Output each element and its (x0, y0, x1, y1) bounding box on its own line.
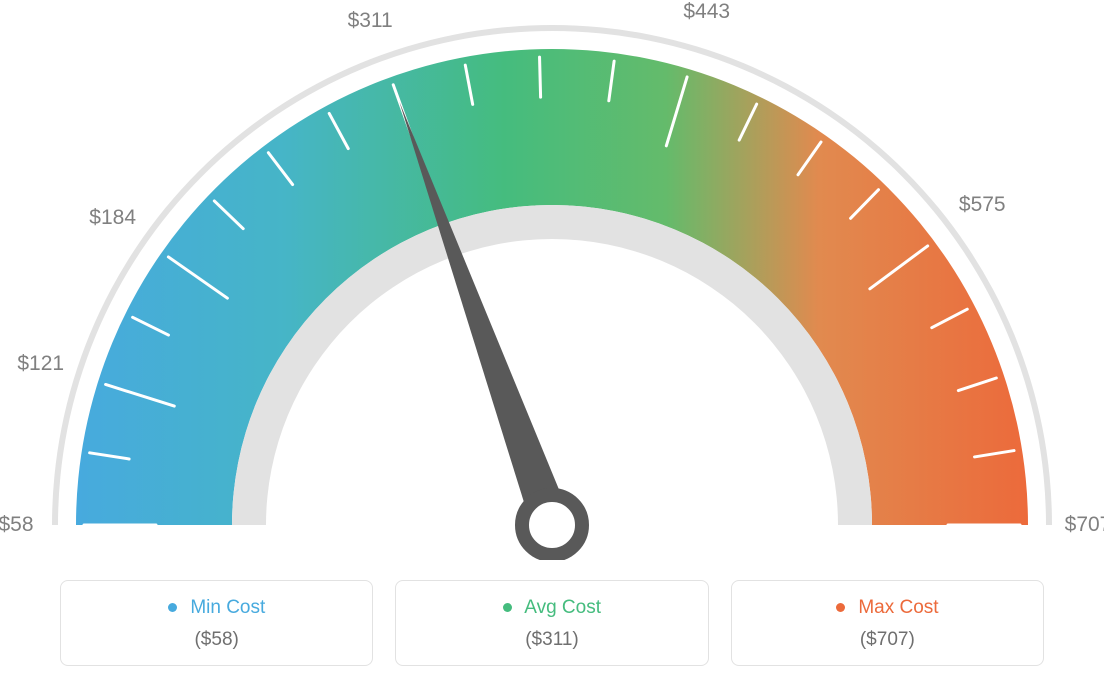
cost-gauge-chart: { "gauge": { "type": "gauge", "min_value… (0, 0, 1104, 690)
legend-row: Min Cost ($58) Avg Cost ($311) Max Cost … (60, 580, 1044, 666)
legend-avg-card: Avg Cost ($311) (395, 580, 708, 666)
legend-max-value: ($707) (742, 629, 1033, 651)
legend-max-title: Max Cost (742, 597, 1033, 619)
gauge-area: $58 $121 $184 $311 $443 $575 $707 (0, 0, 1104, 560)
legend-avg-title: Avg Cost (406, 597, 697, 619)
legend-max-title-text: Max Cost (858, 597, 938, 618)
legend-max-card: Max Cost ($707) (731, 580, 1044, 666)
gauge-tick-label: $443 (683, 0, 730, 24)
gauge-tick-label: $58 (0, 513, 34, 537)
legend-avg-value: ($311) (406, 629, 697, 651)
legend-max-dot-icon (836, 603, 845, 612)
legend-avg-title-text: Avg Cost (524, 597, 601, 618)
gauge-tick-label: $707 (1065, 513, 1104, 537)
gauge-tick-label: $184 (89, 206, 136, 230)
legend-min-value: ($58) (71, 629, 362, 651)
gauge-tick-label: $575 (959, 193, 1006, 217)
legend-avg-dot-icon (503, 603, 512, 612)
legend-min-dot-icon (168, 603, 177, 612)
gauge-tick-label: $311 (348, 9, 393, 33)
gauge-svg (0, 0, 1104, 560)
legend-min-title: Min Cost (71, 597, 362, 619)
legend-min-title-text: Min Cost (190, 597, 265, 618)
gauge-tick-label: $121 (17, 352, 64, 376)
legend-min-card: Min Cost ($58) (60, 580, 373, 666)
